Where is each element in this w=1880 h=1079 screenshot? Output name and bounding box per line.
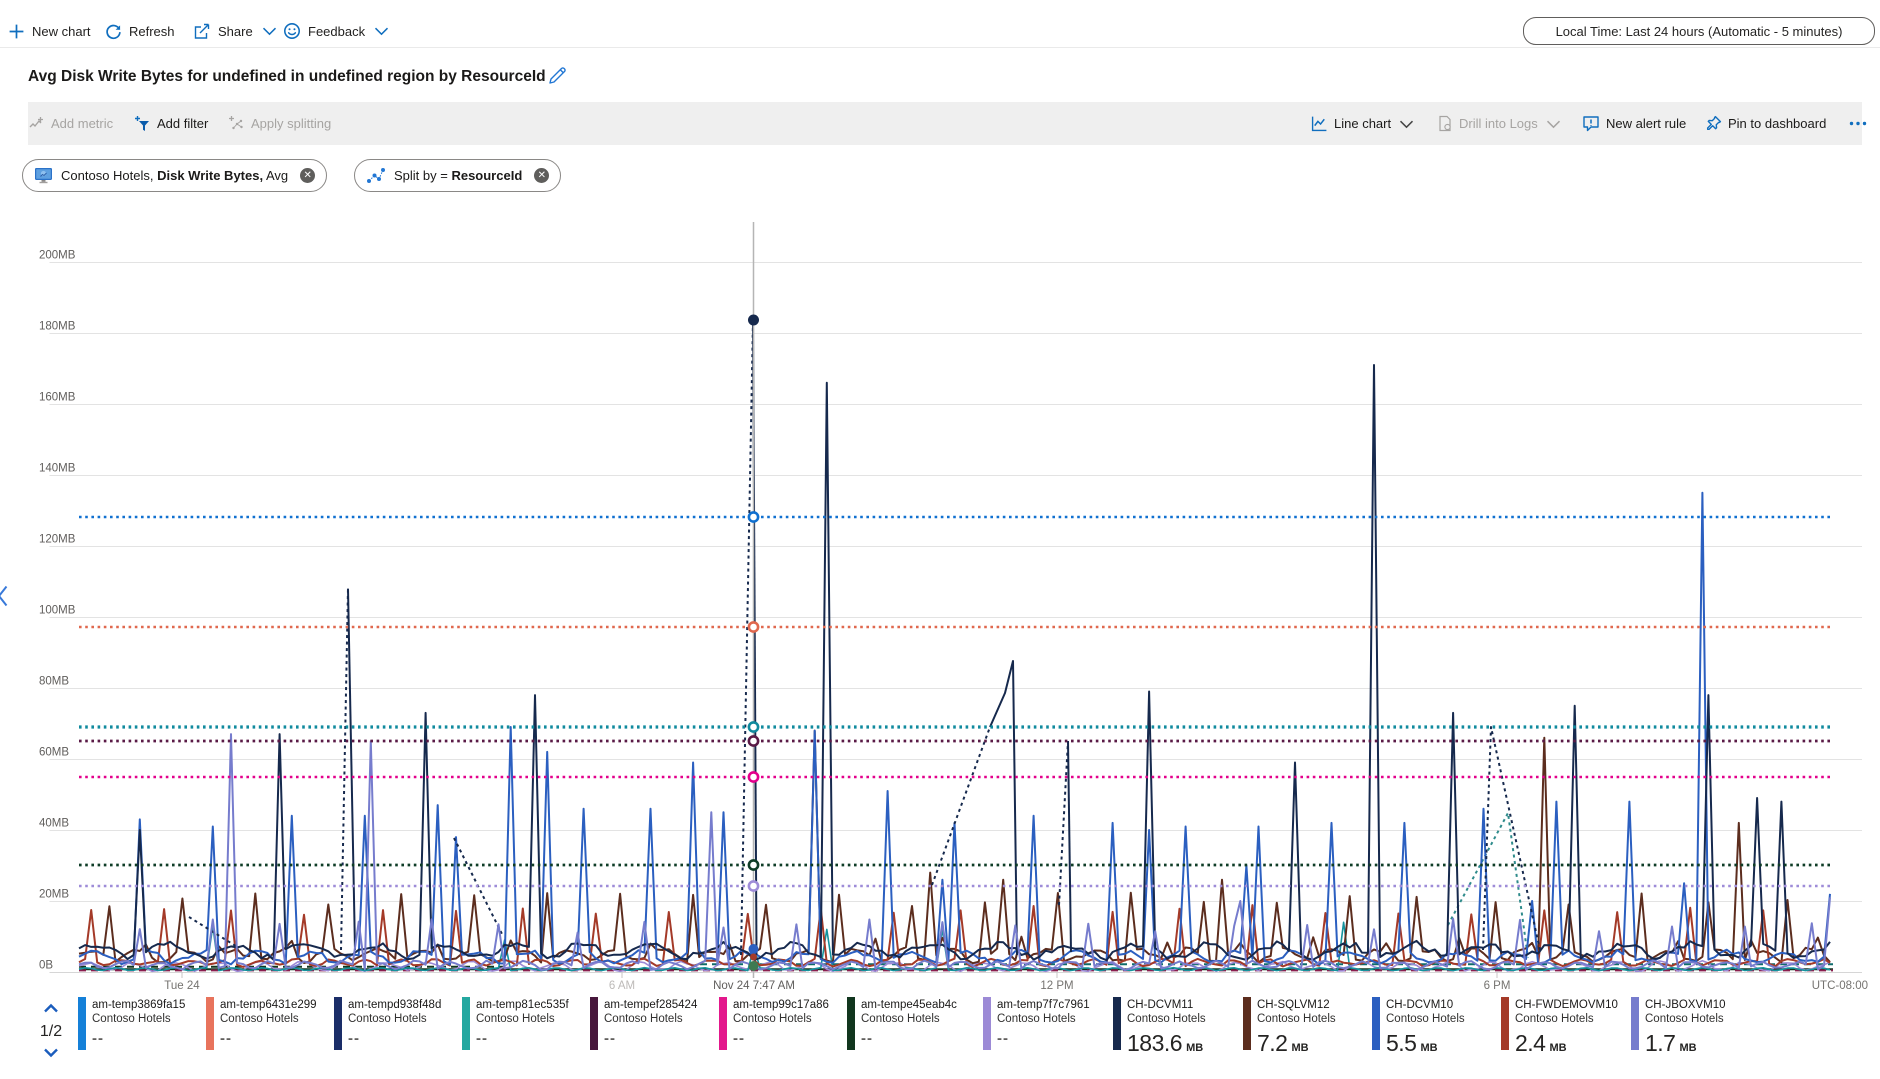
svg-text:20MB: 20MB (39, 889, 69, 901)
svg-text:0B: 0B (39, 960, 53, 972)
svg-text:80MB: 80MB (39, 676, 69, 688)
svg-text:6 PM: 6 PM (1484, 980, 1511, 992)
svg-text:140MB: 140MB (39, 463, 76, 475)
svg-text:40MB: 40MB (39, 818, 69, 830)
svg-text:60MB: 60MB (39, 747, 69, 759)
svg-text:Tue 24: Tue 24 (164, 980, 200, 992)
svg-text:200MB: 200MB (39, 250, 76, 262)
svg-text:160MB: 160MB (39, 392, 76, 404)
svg-text:120MB: 120MB (39, 534, 76, 546)
svg-text:180MB: 180MB (39, 321, 76, 333)
svg-text:100MB: 100MB (39, 605, 76, 617)
svg-text:UTC-08:00: UTC-08:00 (1812, 980, 1868, 992)
svg-text:6 AM: 6 AM (609, 980, 635, 992)
svg-text:12 PM: 12 PM (1040, 980, 1073, 992)
svg-text:Nov 24 7:47 AM: Nov 24 7:47 AM (713, 980, 795, 992)
